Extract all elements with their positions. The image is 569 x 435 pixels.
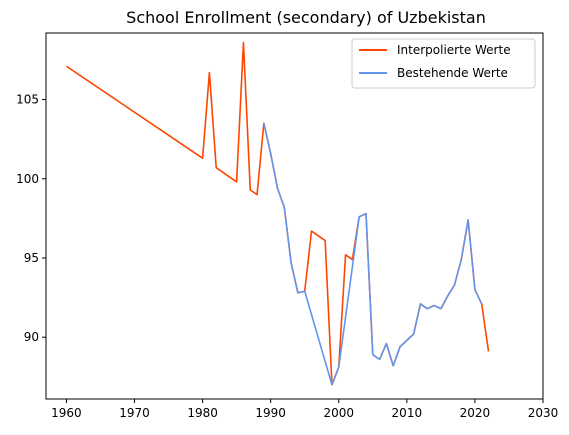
legend-box [351, 38, 536, 89]
series-layer [65, 41, 490, 386]
legend: Interpolierte Werte Bestehende Werte [351, 38, 536, 89]
x-tick-label: 2030 [528, 406, 559, 420]
chart-title: School Enrollment (secondary) of Uzbekis… [126, 8, 486, 27]
x-tick-label: 1990 [255, 406, 286, 420]
series-line-existing [263, 123, 483, 386]
x-tick-label: 1980 [187, 406, 218, 420]
x-axis: 1960 1970 1980 1990 2000 2010 2020 2030 [51, 399, 558, 420]
plot-frame [45, 32, 544, 400]
y-tick-label: 100 [16, 172, 39, 186]
y-tick-label: 90 [24, 330, 39, 344]
x-tick-label: 1960 [51, 406, 82, 420]
legend-label-interpolated: Interpolierte Werte [397, 43, 511, 57]
x-tick-label: 2020 [460, 406, 491, 420]
x-tick-label: 1970 [119, 406, 150, 420]
x-tick-label: 2000 [323, 406, 354, 420]
legend-label-existing: Bestehende Werte [397, 66, 508, 80]
y-tick-label: 95 [24, 251, 39, 265]
series-line-interpolated [65, 41, 490, 386]
y-axis: 90 95 100 105 [16, 93, 46, 344]
y-tick-label: 105 [16, 93, 39, 107]
x-tick-label: 2010 [392, 406, 423, 420]
